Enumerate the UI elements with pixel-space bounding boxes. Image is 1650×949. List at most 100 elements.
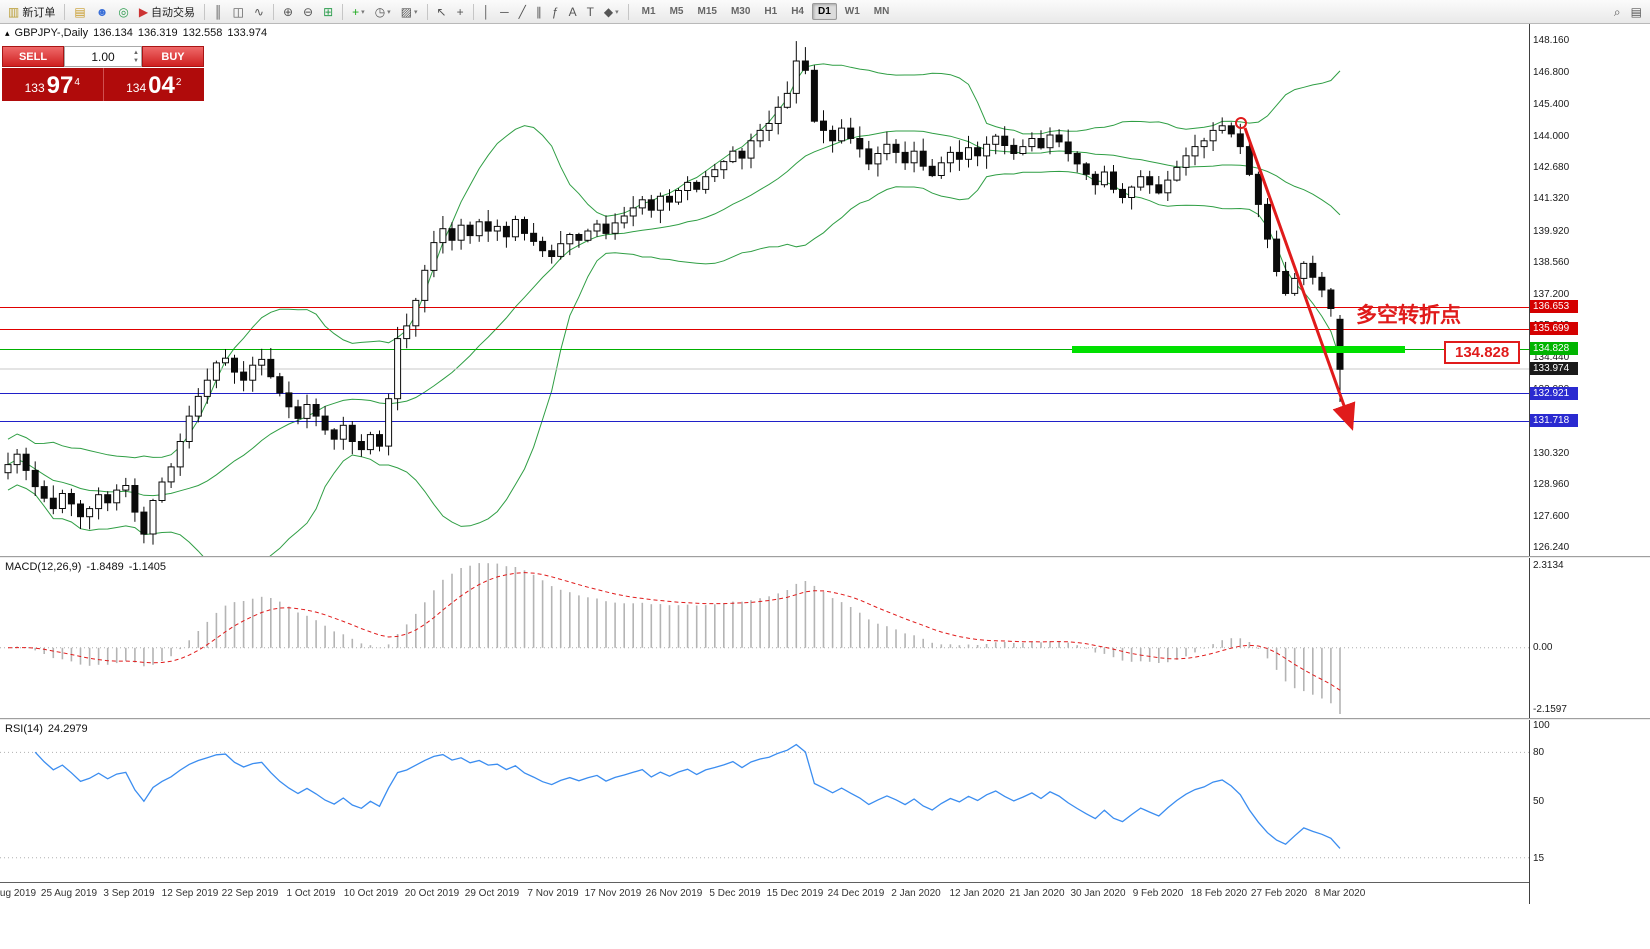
timeframe-m1[interactable]: M1 xyxy=(641,6,656,17)
shapes-button[interactable]: ◆ ▾ xyxy=(600,1,623,23)
timeframe-m30[interactable]: M30 xyxy=(730,6,751,17)
trendline-button[interactable]: ╱ xyxy=(515,1,530,23)
timeframe-d1[interactable]: D1 xyxy=(811,3,837,20)
text-icon: A xyxy=(568,4,577,19)
dropdown-caret-icon: ▾ xyxy=(361,8,365,16)
support-highlight-segment xyxy=(1072,346,1405,353)
toolbar-separator xyxy=(426,3,428,20)
horizontal-line-button[interactable]: ─ xyxy=(496,1,513,23)
indicators-button[interactable]: + ▾ xyxy=(348,1,369,23)
candle xyxy=(1146,170,1154,194)
periods-button[interactable]: ◷ ▾ xyxy=(371,1,395,23)
timeframe-w1[interactable]: W1 xyxy=(844,6,860,17)
candlestick-chart-button[interactable]: ◫ xyxy=(229,1,248,23)
toolbar-separator xyxy=(64,3,66,20)
candle xyxy=(104,491,112,512)
arrow-start-circle xyxy=(1235,117,1247,129)
candle xyxy=(376,430,383,452)
candle xyxy=(430,230,438,278)
spin-down-icon[interactable]: ▼ xyxy=(133,58,139,64)
candle xyxy=(1164,170,1172,201)
macd-signal-line xyxy=(7,572,1341,691)
text-label-button[interactable]: T xyxy=(583,1,598,23)
candle xyxy=(521,216,528,241)
candle xyxy=(847,117,855,144)
search-icon: ⌕ xyxy=(1613,4,1621,19)
price-tag: 136.653 xyxy=(1530,300,1578,313)
price-axis[interactable]: 148.160 146.800 145.400 144.000 142.680 141.3… xyxy=(1529,24,1650,556)
buy-price-pips: 04 xyxy=(148,72,175,99)
candle xyxy=(792,41,800,104)
new-order-button[interactable]: ▥ 新订单 xyxy=(4,1,59,23)
fibonacci-retracement-button[interactable]: ƒ xyxy=(548,1,563,23)
panel-splitter[interactable] xyxy=(0,556,1650,558)
candle xyxy=(4,452,12,480)
buy-button[interactable]: BUY xyxy=(142,46,204,67)
timeframe-m5[interactable]: M5 xyxy=(669,6,684,17)
accounts-button[interactable]: ☻ xyxy=(92,1,113,23)
bar-chart-button[interactable]: ║ xyxy=(210,1,227,23)
equidistant-channel-button[interactable]: ∥ xyxy=(532,1,546,23)
tile-windows-button[interactable]: ⊞ xyxy=(319,1,337,23)
panel-splitter[interactable] xyxy=(0,718,1650,720)
chart-high-value: 136.319 xyxy=(137,27,178,39)
bar-chart-icon: ║ xyxy=(214,4,223,19)
vertical-line-button[interactable]: │ xyxy=(479,1,495,23)
zoom-in-button[interactable]: ⊕ xyxy=(279,1,297,23)
buy-price-display[interactable]: 134 04 2 xyxy=(104,68,205,101)
rsi-axis-label: 50 xyxy=(1533,796,1545,807)
line-chart-button[interactable]: ∿ xyxy=(250,1,268,23)
date-label: 7 Nov 2019 xyxy=(527,888,579,899)
crosshair-button[interactable]: + xyxy=(453,1,468,23)
candle xyxy=(901,141,909,170)
text-button[interactable]: A xyxy=(565,1,581,23)
macd-signal-value: -1.1405 xyxy=(128,561,167,573)
candle xyxy=(1300,261,1308,286)
candle xyxy=(131,478,139,522)
price-axis-label: 148.160 xyxy=(1533,35,1570,46)
candle xyxy=(729,146,737,164)
timeframe-mn[interactable]: MN xyxy=(873,6,890,17)
candle xyxy=(40,480,48,503)
autotrade-button[interactable]: ▶ 自动交易 xyxy=(135,1,199,23)
chart-profiles-button[interactable]: ▤ xyxy=(70,1,89,23)
rsi-panel[interactable]: RSI(14) 24.2979 xyxy=(0,720,1529,882)
timeframe-h4[interactable]: H4 xyxy=(791,6,804,17)
macd-axis-label: -2.1597 xyxy=(1533,704,1567,715)
turning-point-annotation: 多空转折点 xyxy=(1356,304,1461,327)
zoom-out-button[interactable]: ⊖ xyxy=(299,1,317,23)
candle xyxy=(194,388,202,423)
candle xyxy=(1336,315,1344,402)
templates-button[interactable]: ▨ ▾ xyxy=(397,1,422,23)
candle xyxy=(222,349,229,366)
volume-input[interactable]: 1.00 ▲ ▼ xyxy=(64,46,142,67)
data-window-button[interactable]: ▤ xyxy=(1627,1,1646,23)
candle xyxy=(212,360,220,389)
candle xyxy=(575,232,583,248)
rsi-header: RSI(14) 24.2979 xyxy=(5,723,93,735)
sell-button[interactable]: SELL xyxy=(2,46,64,67)
candle xyxy=(883,131,891,161)
candle xyxy=(1055,129,1063,148)
main-chart-panel[interactable]: ▴ GBPJPY-,Daily 136.134 136.319 132.558 133.9… xyxy=(0,24,1529,556)
chart-symbol: GBPJPY-,Daily xyxy=(14,27,89,39)
macd-panel[interactable]: MACD(12,26,9) -1.8489 -1.1405 xyxy=(0,558,1529,718)
web-terminal-button[interactable]: ◎ xyxy=(114,1,132,23)
volume-spinner[interactable]: ▲ ▼ xyxy=(133,49,139,65)
candle xyxy=(810,65,818,123)
toolbar-separator xyxy=(472,3,474,20)
candle xyxy=(765,110,773,141)
date-label: 10 Oct 2019 xyxy=(343,888,399,899)
chart-menu-icon[interactable]: ▴ xyxy=(5,28,10,38)
date-label: 12 Sep 2019 xyxy=(161,888,219,899)
autotrade-icon: ▶ xyxy=(138,4,149,19)
spin-up-icon[interactable]: ▲ xyxy=(133,50,139,56)
candle xyxy=(167,463,175,488)
timeframe-h1[interactable]: H1 xyxy=(764,6,778,17)
candle xyxy=(702,171,710,194)
timeframe-m15[interactable]: M15 xyxy=(697,6,717,17)
sell-price-display[interactable]: 133 97 4 xyxy=(2,68,104,101)
cursor-button[interactable]: ↖ xyxy=(433,1,451,23)
search-button[interactable]: ⌕ xyxy=(1610,1,1625,23)
